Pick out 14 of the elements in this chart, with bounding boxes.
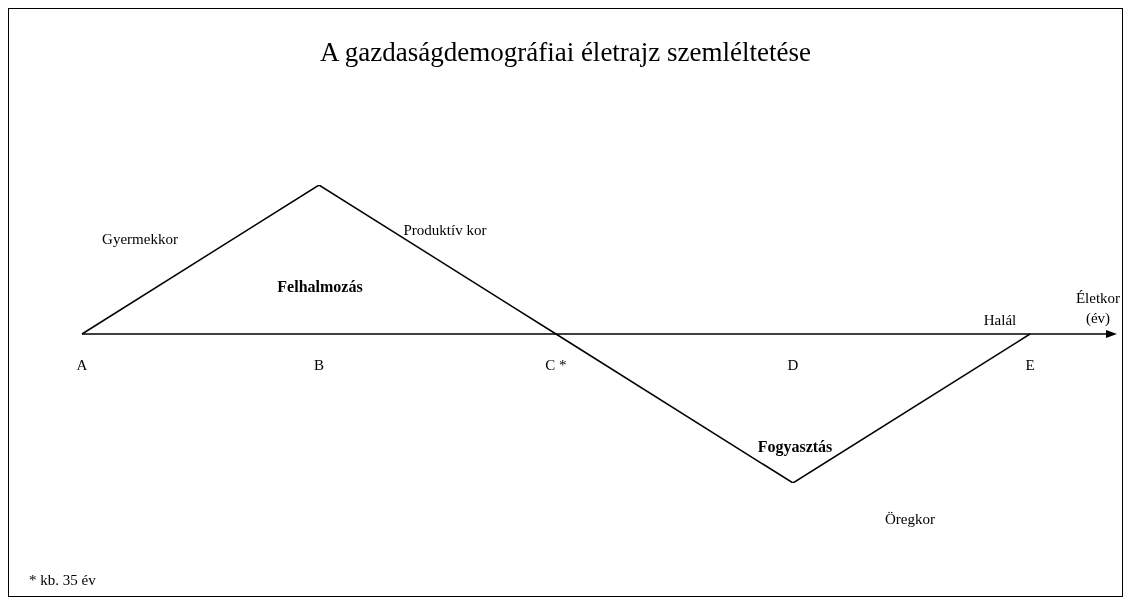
x-axis-title: Életkor (év) xyxy=(1074,289,1122,328)
text: Öregkor xyxy=(884,510,936,529)
annotation: Halál xyxy=(982,311,1018,330)
x-tick-label: D xyxy=(787,357,799,373)
annotation: Gyermekkor xyxy=(101,230,179,249)
annotation: Fogyasztás xyxy=(756,437,834,458)
x-tick-label: A xyxy=(76,357,88,373)
chart-title: A gazdaságdemográfiai életrajz szemléltetése xyxy=(319,37,812,68)
x-tick-label: E xyxy=(1025,357,1035,373)
annotation: Felhalmozás xyxy=(276,277,364,297)
x-tick-label: C * xyxy=(545,357,567,373)
x-tick-label: B xyxy=(313,357,325,373)
text: * kb. 35 év xyxy=(29,571,97,590)
annotation: Produktív kor xyxy=(402,221,488,240)
